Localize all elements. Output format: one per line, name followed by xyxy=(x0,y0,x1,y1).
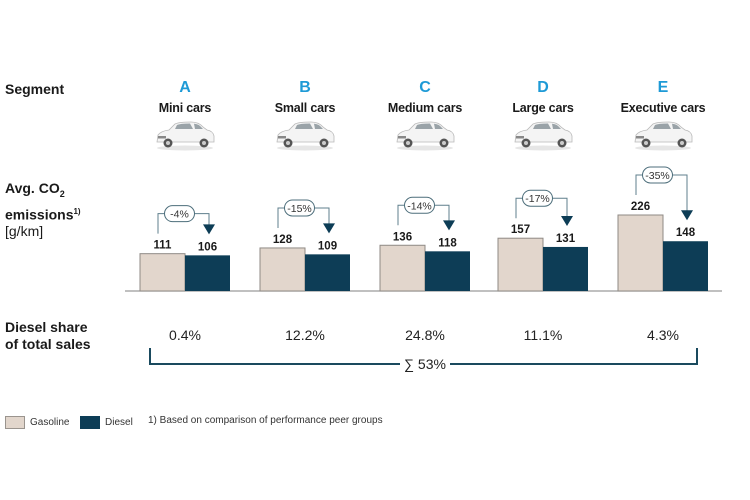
reduction-badge xyxy=(522,189,553,207)
diesel-share-value: 12.2% xyxy=(285,327,325,343)
total-diesel-share: ∑ 53% xyxy=(404,356,446,372)
sum-bracket-left xyxy=(149,348,400,365)
reduction-badge xyxy=(404,196,435,214)
diesel-share-label-line2: of total sales xyxy=(5,336,91,352)
co2-subscript: 2 xyxy=(59,188,65,199)
emissions-label-text: emissions xyxy=(5,206,74,223)
segment-name: Medium cars xyxy=(387,101,463,115)
value-label-gasoline: 157 xyxy=(511,224,530,236)
annotation-connector-right xyxy=(434,204,450,222)
unit-label: [g/km] xyxy=(5,223,44,240)
bar-diesel xyxy=(425,251,470,291)
footnote: 1) Based on comparison of performance pe… xyxy=(148,415,383,426)
reduction-label: -15% xyxy=(287,203,312,215)
bar-diesel xyxy=(543,246,588,291)
mini-car-icon xyxy=(156,121,215,151)
value-label-diesel: 106 xyxy=(198,241,217,253)
annotation-connector-right xyxy=(552,197,568,217)
value-label-diesel: 131 xyxy=(556,233,576,245)
segment-letter: C xyxy=(419,79,431,96)
diesel-share-row-label: Diesel share of total sales xyxy=(5,319,91,353)
medium-car-icon xyxy=(396,121,455,151)
down-arrow-icon xyxy=(203,224,215,235)
segment-name: Small cars xyxy=(274,101,336,115)
annotation-connector-right xyxy=(194,213,210,226)
annotation-connector-left xyxy=(277,207,285,228)
diesel-share-value: 4.3% xyxy=(647,327,679,343)
bar-diesel xyxy=(185,255,230,291)
down-arrow-icon xyxy=(323,223,335,234)
reduction-label: -35% xyxy=(645,170,670,182)
reduction-label: -17% xyxy=(525,193,550,205)
executive-car-icon xyxy=(634,121,693,151)
down-arrow-icon xyxy=(681,210,693,221)
small-car-icon xyxy=(276,121,335,151)
co2-label-text: Avg. CO xyxy=(5,180,60,196)
segment-name: Executive cars xyxy=(620,101,706,115)
diesel-share-value: 24.8% xyxy=(405,327,445,343)
reduction-badge xyxy=(642,166,673,184)
bar-gasoline xyxy=(379,244,426,292)
co2-row-label: Avg. CO2 emissions1) [g/km] xyxy=(5,180,81,240)
value-label-diesel: 118 xyxy=(438,237,457,249)
bar-gasoline xyxy=(497,237,544,292)
reduction-label: -4% xyxy=(170,209,189,221)
down-arrow-icon xyxy=(561,215,573,226)
bar-diesel xyxy=(663,241,708,291)
annotation-connector-right xyxy=(314,207,330,225)
reduction-badge xyxy=(164,205,195,223)
segment-name: Mini cars xyxy=(158,101,212,115)
legend-swatch-diesel xyxy=(80,416,100,429)
diesel-share-value: 0.4% xyxy=(169,327,201,343)
value-label-diesel: 148 xyxy=(676,227,696,239)
legend-swatch-gasoline xyxy=(5,416,25,429)
large-car-icon xyxy=(514,121,573,151)
annotation-connector-right xyxy=(672,174,688,212)
diesel-share-label-line1: Diesel share xyxy=(5,319,88,335)
value-label-gasoline: 136 xyxy=(393,231,412,243)
reduction-badge xyxy=(284,199,315,217)
value-label-gasoline: 128 xyxy=(273,234,293,246)
bar-gasoline xyxy=(139,253,186,292)
annotation-connector-left xyxy=(635,174,643,195)
segment-name: Large cars xyxy=(512,101,574,115)
sum-bracket-right xyxy=(450,348,698,365)
bar-gasoline xyxy=(259,247,306,292)
annotation-connector-left xyxy=(397,204,405,226)
annotation-connector-left xyxy=(515,197,523,219)
bar-gasoline xyxy=(617,214,664,292)
segment-letter: B xyxy=(299,79,311,96)
annotation-connector-left xyxy=(157,213,165,234)
down-arrow-icon xyxy=(443,220,455,231)
segment-letter: A xyxy=(179,79,191,96)
diesel-share-value: 11.1% xyxy=(523,327,563,343)
legend-label-gasoline: Gasoline xyxy=(30,417,70,428)
value-label-diesel: 109 xyxy=(318,240,337,252)
footnote-marker: 1) xyxy=(73,206,81,216)
value-label-gasoline: 226 xyxy=(631,201,650,213)
reduction-label: -14% xyxy=(407,200,432,212)
segment-letter: E xyxy=(657,79,669,96)
segment-letter: D xyxy=(537,79,549,96)
value-label-gasoline: 111 xyxy=(154,240,173,252)
bar-diesel xyxy=(305,254,350,291)
segment-row-label: Segment xyxy=(5,81,65,97)
legend-label-diesel: Diesel xyxy=(105,417,133,428)
